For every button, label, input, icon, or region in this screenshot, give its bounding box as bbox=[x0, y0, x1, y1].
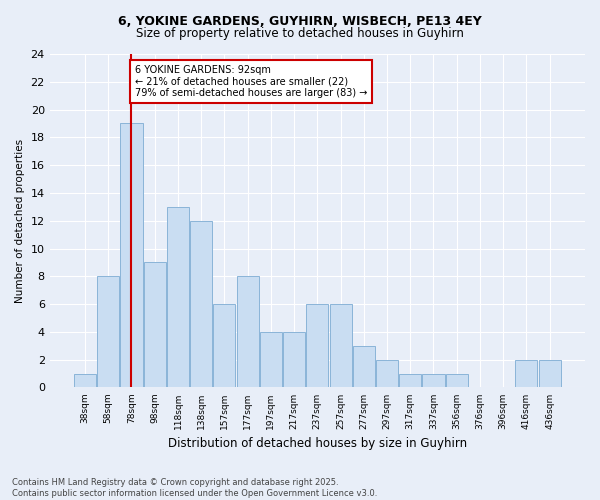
Bar bbox=[260, 332, 282, 388]
X-axis label: Distribution of detached houses by size in Guyhirn: Distribution of detached houses by size … bbox=[168, 437, 467, 450]
Bar bbox=[143, 262, 166, 388]
Bar bbox=[329, 304, 352, 388]
Bar bbox=[236, 276, 259, 388]
Text: 6, YOKINE GARDENS, GUYHIRN, WISBECH, PE13 4EY: 6, YOKINE GARDENS, GUYHIRN, WISBECH, PE1… bbox=[118, 15, 482, 28]
Text: Contains HM Land Registry data © Crown copyright and database right 2025.
Contai: Contains HM Land Registry data © Crown c… bbox=[12, 478, 377, 498]
Bar bbox=[422, 374, 445, 388]
Bar bbox=[121, 124, 143, 388]
Bar bbox=[306, 304, 328, 388]
Text: Size of property relative to detached houses in Guyhirn: Size of property relative to detached ho… bbox=[136, 28, 464, 40]
Bar bbox=[167, 207, 189, 388]
Bar bbox=[190, 220, 212, 388]
Text: 6 YOKINE GARDENS: 92sqm
← 21% of detached houses are smaller (22)
79% of semi-de: 6 YOKINE GARDENS: 92sqm ← 21% of detache… bbox=[135, 65, 367, 98]
Bar bbox=[283, 332, 305, 388]
Bar bbox=[214, 304, 235, 388]
Y-axis label: Number of detached properties: Number of detached properties bbox=[15, 138, 25, 303]
Bar bbox=[376, 360, 398, 388]
Bar bbox=[539, 360, 560, 388]
Bar bbox=[515, 360, 538, 388]
Bar bbox=[74, 374, 96, 388]
Bar bbox=[446, 374, 468, 388]
Bar bbox=[353, 346, 375, 388]
Bar bbox=[399, 374, 421, 388]
Bar bbox=[97, 276, 119, 388]
